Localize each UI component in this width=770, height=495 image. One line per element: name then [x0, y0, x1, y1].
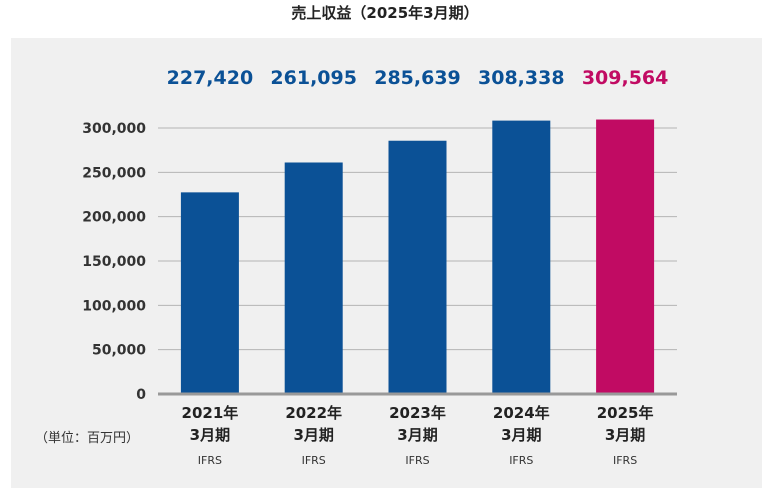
y-tick-label: 300,000 — [82, 121, 146, 137]
y-tick-label: 100,000 — [82, 298, 146, 314]
x-tick-standard: IFRS — [405, 454, 429, 467]
bar — [284, 162, 343, 394]
data-label: 308,338 — [478, 67, 565, 89]
data-label: 227,420 — [167, 67, 254, 89]
data-label: 285,639 — [374, 67, 461, 89]
x-tick-period: 3月期 — [501, 426, 541, 444]
x-tick-year: 2024年 — [493, 404, 550, 422]
x-tick-period: 3月期 — [605, 426, 645, 444]
x-tick-standard: IFRS — [198, 454, 222, 467]
unit-label: （単位：百万円） — [35, 430, 139, 446]
y-tick-label: 0 — [136, 387, 146, 403]
x-tick-period: 3月期 — [293, 426, 333, 444]
bar — [596, 119, 655, 394]
data-label: 309,564 — [582, 67, 669, 89]
bar — [492, 120, 551, 395]
x-tick-year: 2022年 — [285, 404, 342, 422]
x-tick-standard: IFRS — [302, 454, 326, 467]
y-tick-label: 200,000 — [82, 210, 146, 226]
x-tick-year: 2023年 — [389, 404, 446, 422]
chart-title: 売上収益（2025年3月期） — [291, 4, 479, 22]
x-tick-standard: IFRS — [509, 454, 533, 467]
x-tick-standard: IFRS — [613, 454, 637, 467]
bar — [388, 140, 447, 394]
x-tick-year: 2021年 — [182, 404, 239, 422]
x-tick-year: 2025年 — [597, 404, 654, 422]
x-tick-period: 3月期 — [190, 426, 230, 444]
y-tick-label: 250,000 — [82, 165, 146, 181]
x-tick-period: 3月期 — [397, 426, 437, 444]
y-tick-label: 50,000 — [92, 343, 146, 359]
y-tick-label: 150,000 — [82, 254, 146, 270]
bar — [180, 192, 239, 394]
data-label: 261,095 — [270, 67, 357, 89]
